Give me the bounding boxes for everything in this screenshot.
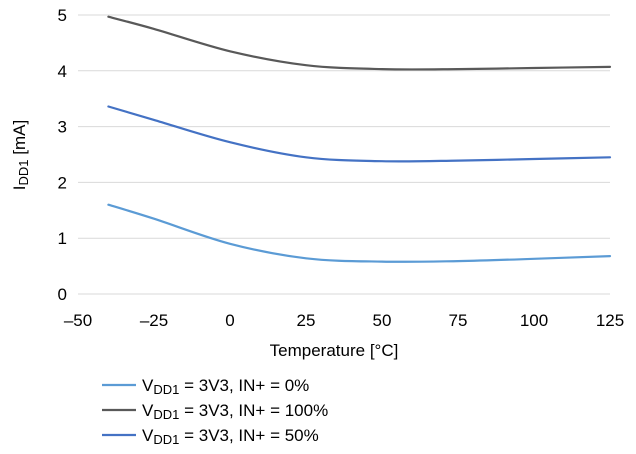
- y-tick-labels: 0 1 2 3 4 5: [58, 6, 67, 304]
- legend-label: VDD1 = 3V3, IN+ = 100%: [142, 401, 328, 422]
- y-tick-label: 1: [58, 229, 67, 248]
- series-line: [107, 105, 612, 163]
- y-tick-label: 5: [58, 6, 67, 25]
- legend-label: VDD1 = 3V3, IN+ = 0%: [142, 376, 309, 397]
- series-lines: [107, 15, 612, 263]
- y-tick-label: 4: [58, 62, 67, 81]
- x-tick-label: 50: [373, 311, 392, 330]
- legend-label-base: V: [142, 376, 154, 395]
- legend-label-rest: = 3V3, IN+ = 50%: [179, 426, 318, 445]
- y-axis-label-rest: [mA]: [10, 120, 29, 160]
- x-tick-label: 25: [297, 311, 316, 330]
- legend-label-sub: DD1: [153, 407, 179, 422]
- legend-label-rest: = 3V3, IN+ = 100%: [179, 401, 328, 420]
- x-tick-label: 125: [596, 311, 624, 330]
- legend-item: VDD1 = 3V3, IN+ = 50%: [102, 426, 319, 447]
- legend-label-base: V: [142, 401, 154, 420]
- y-axis-label-sub: DD1: [16, 159, 31, 185]
- y-tick-label: 0: [58, 285, 67, 304]
- y-axis-label-base: I: [10, 185, 29, 190]
- legend-label: VDD1 = 3V3, IN+ = 50%: [142, 426, 319, 447]
- x-tick-label: 75: [449, 311, 468, 330]
- x-axis-label: Temperature [°C]: [270, 341, 399, 360]
- legend-label-sub: DD1: [153, 432, 179, 447]
- legend-item: VDD1 = 3V3, IN+ = 100%: [102, 401, 328, 422]
- grid-lines: [78, 14, 610, 239]
- x-tick-label: –25: [140, 311, 168, 330]
- x-tick-labels: –50 –25 0 25 50 75 100 125: [64, 311, 624, 330]
- legend-item: VDD1 = 3V3, IN+ = 0%: [102, 376, 309, 397]
- y-axis-label: IDD1 [mA]: [10, 120, 31, 190]
- legend-label-sub: DD1: [153, 382, 179, 397]
- legend-label-rest: = 3V3, IN+ = 0%: [179, 376, 309, 395]
- legend-label-base: V: [142, 426, 154, 445]
- x-tick-label: 0: [225, 311, 234, 330]
- y-tick-label: 3: [58, 118, 67, 137]
- x-tick-label: –50: [64, 311, 92, 330]
- y-tick-label: 2: [58, 173, 67, 192]
- series-line: [107, 203, 612, 263]
- x-tick-label: 100: [520, 311, 548, 330]
- legend: VDD1 = 3V3, IN+ = 0% VDD1 = 3V3, IN+ = 1…: [102, 376, 328, 447]
- series-line: [107, 15, 612, 71]
